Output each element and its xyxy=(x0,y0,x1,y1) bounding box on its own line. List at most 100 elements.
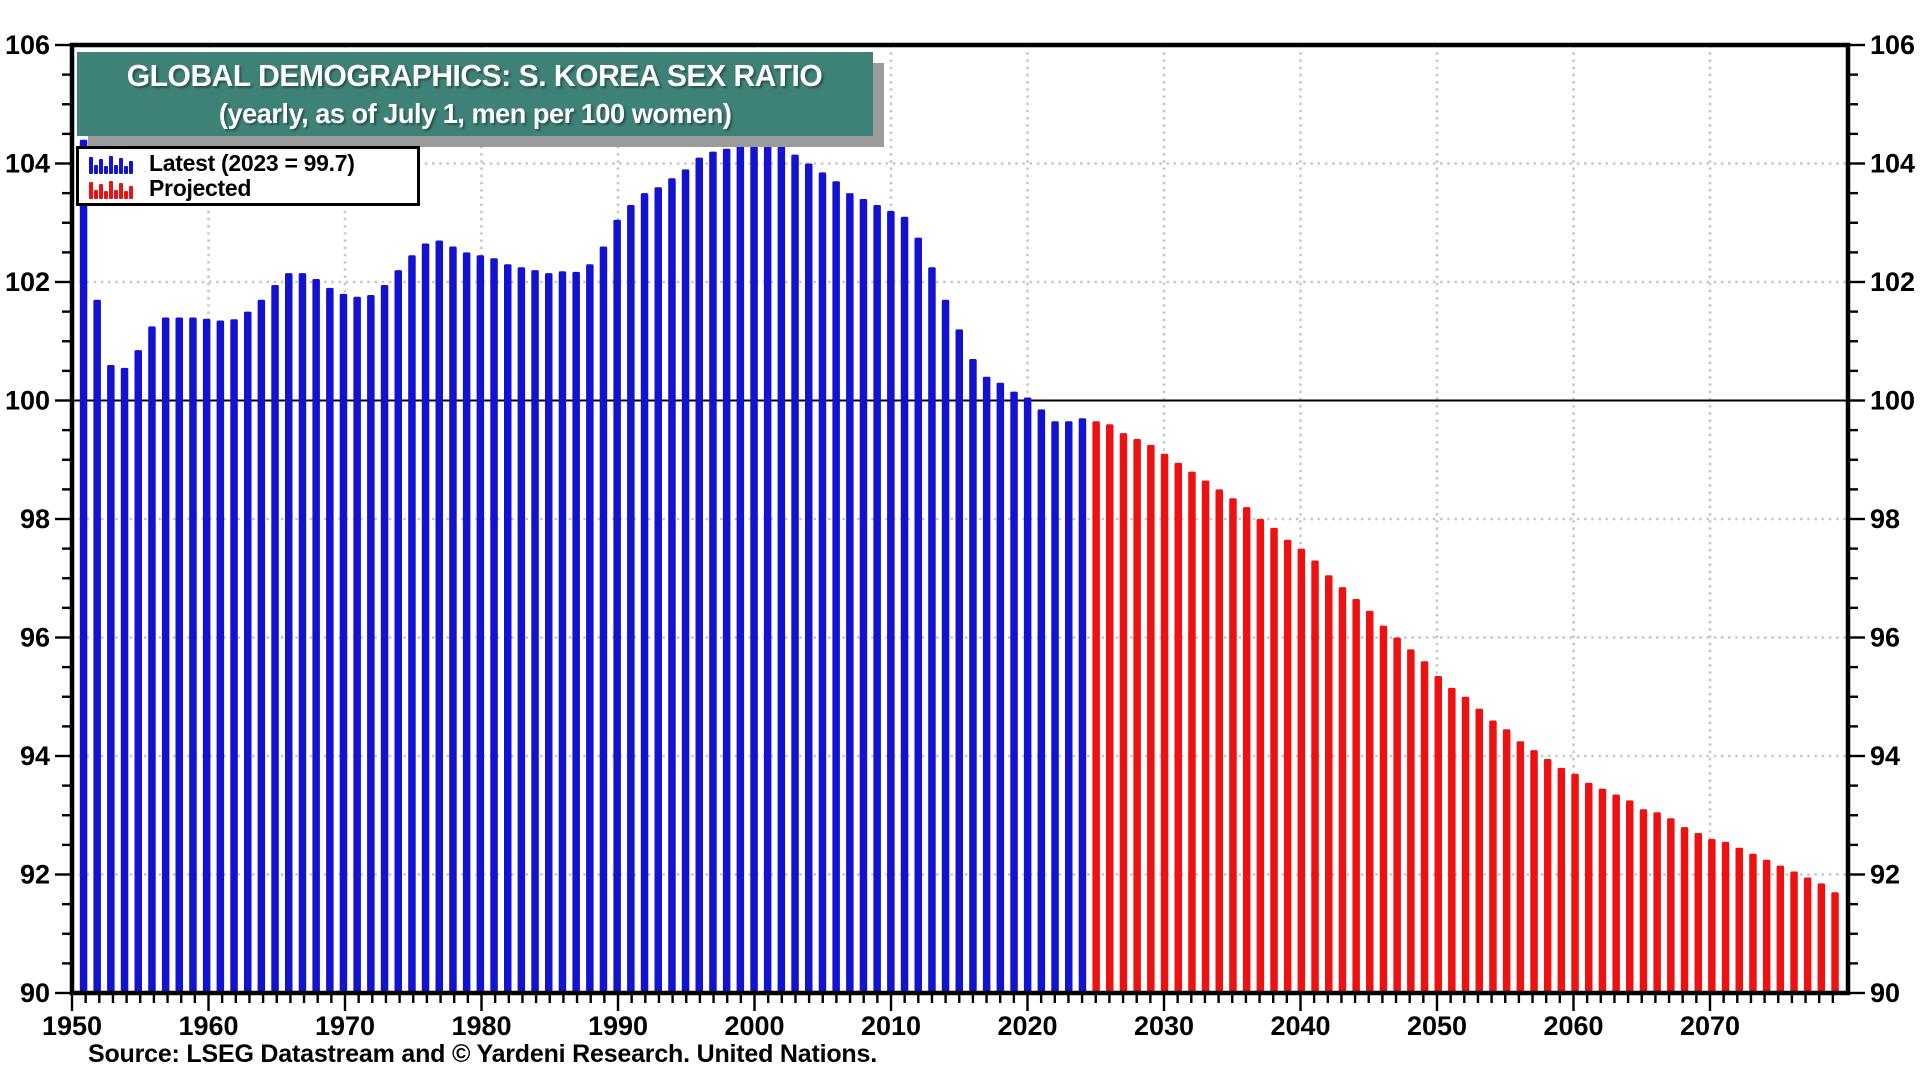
bar-2060 xyxy=(1585,782,1593,993)
bars-latest xyxy=(79,139,1087,994)
legend: Latest (2023 = 99.7) Projected xyxy=(76,146,420,206)
title-box: GLOBAL DEMOGRAPHICS: S. KOREA SEX RATIO … xyxy=(77,52,873,136)
bar-2009 xyxy=(887,210,895,993)
bar-2021 xyxy=(1051,421,1059,993)
bar-2040 xyxy=(1311,560,1319,993)
legend-swatch-bar xyxy=(109,181,113,199)
legend-swatch-bar xyxy=(119,158,123,174)
bar-2071 xyxy=(1735,847,1743,993)
y-label-right: 102 xyxy=(1870,267,1915,297)
bar-2039 xyxy=(1297,548,1306,993)
bar-2066 xyxy=(1667,818,1675,993)
bar-1977 xyxy=(449,246,457,993)
legend-swatch-bar xyxy=(129,186,133,199)
y-label-left: 100 xyxy=(5,386,50,416)
bar-1971 xyxy=(367,295,375,993)
legend-swatch-bar xyxy=(99,159,103,174)
bar-1964 xyxy=(271,285,279,993)
bar-1995 xyxy=(695,157,703,994)
bar-2005 xyxy=(832,181,840,994)
bar-1988 xyxy=(599,246,608,993)
y-label-left: 94 xyxy=(20,741,50,771)
bar-2014 xyxy=(955,329,963,993)
bar-2048 xyxy=(1420,661,1429,993)
bar-2016 xyxy=(982,376,991,993)
bar-1951 xyxy=(93,299,101,993)
bar-2008 xyxy=(873,205,881,993)
bar-2022 xyxy=(1065,421,1073,993)
x-label-1950: 1950 xyxy=(42,1011,102,1041)
bar-2077 xyxy=(1817,883,1826,993)
bar-2055 xyxy=(1516,741,1525,993)
bar-2028 xyxy=(1147,444,1155,993)
y-label-right: 94 xyxy=(1870,741,1900,771)
bar-2069 xyxy=(1708,839,1716,993)
bar-2061 xyxy=(1598,788,1607,993)
y-label-left: 106 xyxy=(5,30,50,60)
bar-1980 xyxy=(490,258,498,993)
bar-2002 xyxy=(791,154,799,994)
bar-2012 xyxy=(928,267,936,993)
legend-swatch-bar xyxy=(89,182,93,199)
bar-2072 xyxy=(1749,853,1757,993)
y-label-right: 96 xyxy=(1870,623,1900,653)
bar-2076 xyxy=(1803,877,1812,993)
legend-red-bars-icon xyxy=(89,178,137,199)
bar-1982 xyxy=(517,267,526,993)
legend-blue-bars-icon xyxy=(89,153,137,174)
bar-1950 xyxy=(79,139,88,994)
legend-label-latest: Latest (2023 = 99.7) xyxy=(149,150,355,176)
bar-1992 xyxy=(654,187,662,993)
bar-1968 xyxy=(326,287,334,993)
bar-2020 xyxy=(1037,409,1046,993)
y-label-left: 98 xyxy=(20,504,50,534)
bar-2047 xyxy=(1407,649,1415,993)
bar-2041 xyxy=(1325,575,1333,993)
legend-swatch-bar xyxy=(104,191,108,199)
source-note: Source: LSEG Datastream and © Yardeni Re… xyxy=(88,1040,877,1068)
x-label-2050: 2050 xyxy=(1407,1011,1467,1041)
x-label-2030: 2030 xyxy=(1134,1011,1194,1041)
legend-item-latest: Latest (2023 = 99.7) xyxy=(89,150,417,176)
bar-1970 xyxy=(353,296,361,993)
bar-2051 xyxy=(1461,696,1470,994)
legend-swatch-bar xyxy=(99,184,103,199)
bar-2003 xyxy=(805,163,813,993)
bar-1989 xyxy=(613,219,621,994)
axis-ticks xyxy=(55,43,1865,1011)
bar-1961 xyxy=(230,319,238,993)
x-label-1970: 1970 xyxy=(315,1011,375,1041)
bar-1953 xyxy=(120,367,129,993)
bar-2010 xyxy=(900,216,909,994)
bar-2029 xyxy=(1160,453,1169,993)
legend-swatch-bar xyxy=(104,166,108,174)
bar-1997 xyxy=(722,148,731,993)
x-label-2070: 2070 xyxy=(1680,1011,1740,1041)
bar-1974 xyxy=(408,255,416,994)
bar-2075 xyxy=(1790,871,1798,993)
legend-swatch-bar xyxy=(114,165,118,174)
bar-2007 xyxy=(859,199,868,993)
chart-title: GLOBAL DEMOGRAPHICS: S. KOREA SEX RATIO xyxy=(127,58,823,93)
legend-swatch-bar xyxy=(89,157,93,174)
bar-2019 xyxy=(1023,397,1032,993)
bar-1999 xyxy=(750,142,758,994)
x-label-1980: 1980 xyxy=(451,1011,511,1041)
bar-2053 xyxy=(1489,720,1497,993)
bar-2050 xyxy=(1448,687,1456,993)
bar-1998 xyxy=(736,145,745,993)
bar-2067 xyxy=(1680,827,1689,993)
plot-border xyxy=(69,42,1851,996)
legend-swatch-bar xyxy=(124,191,128,199)
bar-1996 xyxy=(709,151,717,994)
bar-2036 xyxy=(1256,519,1265,993)
y-label-left: 96 xyxy=(20,623,50,653)
bar-2013 xyxy=(941,299,950,993)
x-label-2040: 2040 xyxy=(1270,1011,1330,1041)
bar-1986 xyxy=(572,271,580,993)
bar-1954 xyxy=(134,350,142,994)
bar-2004 xyxy=(818,172,827,993)
x-label-1990: 1990 xyxy=(588,1011,648,1041)
legend-swatch-bar xyxy=(129,161,133,174)
